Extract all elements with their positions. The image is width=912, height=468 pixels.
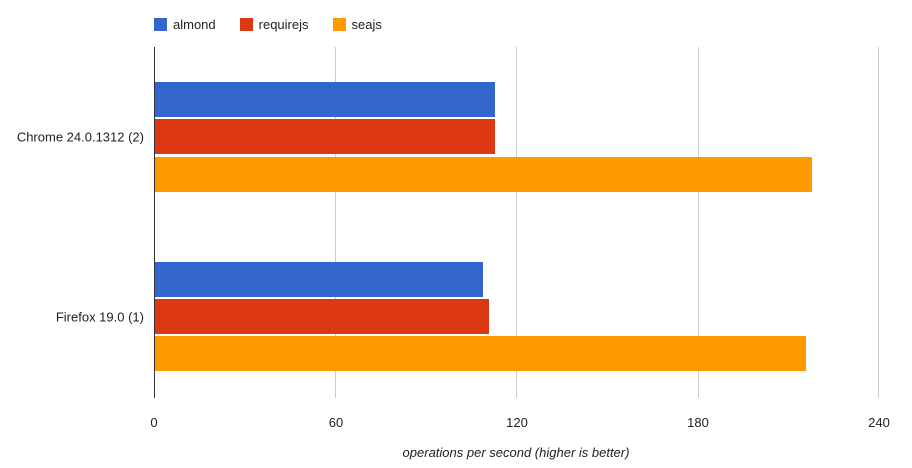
legend-label: seajs (351, 17, 382, 32)
gridline-60 (335, 47, 336, 398)
y-axis-line (154, 47, 155, 398)
legend-swatch-seajs (332, 18, 346, 31)
plot-area (154, 47, 879, 398)
category-label-firefox: Firefox 19.0 (1) (55, 309, 144, 325)
legend-item-almond[interactable]: almond (154, 17, 216, 32)
x-tick-240: 240 (868, 415, 890, 430)
chart-legend: almond requirejs seajs (154, 17, 406, 32)
legend-item-seajs[interactable]: seajs (332, 17, 382, 32)
bar-chrome-seajs[interactable] (155, 157, 813, 192)
x-tick-60: 60 (328, 415, 344, 430)
bar-firefox-almond[interactable] (155, 262, 483, 297)
bar-firefox-requirejs[interactable] (155, 299, 489, 334)
category-label-chrome: Chrome 24.0.1312 (2) (16, 129, 144, 145)
x-axis-title: operations per second (higher is better) (402, 445, 630, 460)
x-tick-120: 120 (506, 415, 528, 430)
legend-swatch-requirejs (239, 18, 253, 31)
x-tick-180: 180 (687, 415, 709, 430)
bar-chrome-almond[interactable] (155, 82, 495, 117)
bar-chrome-requirejs[interactable] (155, 119, 495, 154)
gridline-120 (516, 47, 517, 398)
legend-item-requirejs[interactable]: requirejs (239, 17, 309, 32)
x-tick-0: 0 (150, 415, 158, 430)
legend-label: requirejs (258, 17, 309, 32)
legend-swatch-almond (154, 18, 167, 31)
gridline-240 (878, 47, 879, 398)
legend-label: almond (173, 17, 216, 32)
bar-firefox-seajs[interactable] (155, 336, 806, 371)
gridline-180 (698, 47, 699, 398)
